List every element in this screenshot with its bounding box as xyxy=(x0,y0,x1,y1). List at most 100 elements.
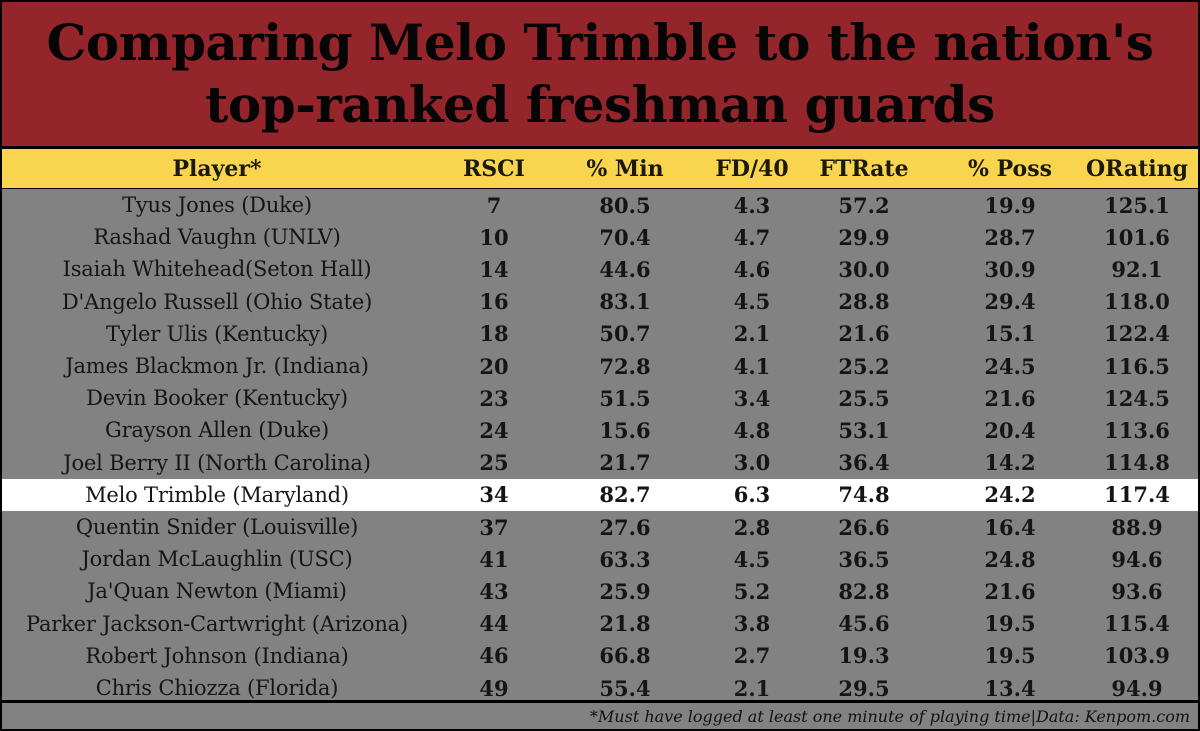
table-row: D'Angelo Russell (Ohio State) 16 83.1 4.5 28… xyxy=(2,286,1198,318)
cell-poss: 19.9 xyxy=(984,192,1036,218)
cell-poss: 29.4 xyxy=(984,289,1036,315)
table-row: Jordan McLaughlin (USC) 41 63.3 4.5 36.5 24.8… xyxy=(2,543,1198,575)
table-row: Devin Booker (Kentucky) 23 51.5 3.4 25.5 21.6… xyxy=(2,382,1198,414)
cell-min: 66.8 xyxy=(599,643,651,669)
cell-ftrate: 36.4 xyxy=(838,450,890,476)
cell-fd40: 3.4 xyxy=(733,385,771,411)
cell-player: Tyler Ulis (Kentucky) xyxy=(106,321,328,346)
cell-ftrate: 19.3 xyxy=(838,643,890,669)
cell-fd40: 4.8 xyxy=(733,417,771,443)
title-line-1: Comparing Melo Trimble to the nation's xyxy=(46,13,1154,72)
cell-poss: 28.7 xyxy=(984,224,1036,250)
cell-poss: 13.4 xyxy=(984,675,1036,701)
cell-min: 63.3 xyxy=(599,546,651,572)
cell-ftrate: 30.0 xyxy=(838,256,890,282)
title-banner: Comparing Melo Trimble to the nation's t… xyxy=(2,2,1198,146)
cell-poss: 20.4 xyxy=(984,417,1036,443)
header-rsci: RSCI xyxy=(463,155,525,182)
cell-ftrate: 21.6 xyxy=(838,321,890,347)
cell-fd40: 6.3 xyxy=(733,482,771,508)
cell-ftrate: 26.6 xyxy=(838,514,890,540)
cell-ftrate: 36.5 xyxy=(838,546,890,572)
cell-orating: 125.1 xyxy=(1104,192,1170,218)
cell-poss: 15.1 xyxy=(984,321,1036,347)
cell-rsci: 18 xyxy=(479,321,509,347)
cell-fd40: 5.2 xyxy=(733,578,771,604)
title-line-2: top-ranked freshman guards xyxy=(205,75,995,134)
cell-min: 82.7 xyxy=(599,482,651,508)
cell-orating: 103.9 xyxy=(1104,643,1170,669)
cell-player: Grayson Allen (Duke) xyxy=(105,418,329,443)
cell-rsci: 20 xyxy=(479,353,509,379)
cell-rsci: 37 xyxy=(479,514,509,540)
cell-fd40: 4.5 xyxy=(733,289,771,315)
cell-player: Robert Johnson (Indiana) xyxy=(85,643,349,668)
cell-poss: 14.2 xyxy=(984,450,1036,476)
cell-fd40: 2.7 xyxy=(733,643,771,669)
cell-ftrate: 57.2 xyxy=(838,192,890,218)
table-row: Chris Chiozza (Florida) 49 55.4 2.1 29.5 13.4… xyxy=(2,672,1198,704)
cell-player: Rashad Vaughn (UNLV) xyxy=(93,225,341,250)
table-row: Ja'Quan Newton (Miami) 43 25.9 5.2 82.8 21.6 9… xyxy=(2,575,1198,607)
cell-poss: 19.5 xyxy=(984,611,1036,637)
cell-rsci: 23 xyxy=(479,385,509,411)
cell-ftrate: 53.1 xyxy=(838,417,890,443)
cell-player: Parker Jackson-Cartwright (Arizona) xyxy=(25,611,408,636)
cell-ftrate: 82.8 xyxy=(838,578,890,604)
cell-poss: 21.6 xyxy=(984,578,1036,604)
footnote: *Must have logged at least one minute of… xyxy=(589,706,1190,726)
cell-player: Chris Chiozza (Florida) xyxy=(95,676,339,700)
cell-fd40: 2.1 xyxy=(733,321,771,347)
cell-player: Jordan McLaughlin (USC) xyxy=(81,547,353,572)
cell-min: 27.6 xyxy=(599,514,651,540)
cell-player: Melo Trimble (Maryland) xyxy=(85,482,349,507)
cell-poss: 30.9 xyxy=(984,256,1036,282)
table-row: Robert Johnson (Indiana) 46 66.8 2.7 19.3 19.… xyxy=(2,640,1198,672)
cell-rsci: 34 xyxy=(479,482,509,508)
table-body: Tyus Jones (Duke) 7 80.5 4.3 57.2 19.9 125.1 Ra… xyxy=(2,189,1198,701)
cell-orating: 124.5 xyxy=(1104,385,1170,411)
cell-ftrate: 25.5 xyxy=(838,385,890,411)
cell-rsci: 46 xyxy=(479,643,509,669)
cell-player: Joel Berry II (North Carolina) xyxy=(63,450,371,475)
cell-player: Isaiah Whitehead(Seton Hall) xyxy=(62,257,372,282)
cell-fd40: 3.0 xyxy=(733,450,771,476)
cell-fd40: 4.1 xyxy=(733,353,771,379)
cell-fd40: 2.1 xyxy=(733,675,771,701)
header-orating: ORating xyxy=(1085,155,1189,182)
header-min: % Min xyxy=(586,155,664,182)
cell-min: 83.1 xyxy=(599,289,651,315)
cell-player: Tyus Jones (Duke) xyxy=(122,193,312,217)
cell-fd40: 4.3 xyxy=(733,192,771,218)
cell-min: 21.8 xyxy=(599,611,651,637)
cell-orating: 88.9 xyxy=(1111,514,1163,540)
table-row: Isaiah Whitehead(Seton Hall) 14 44.6 4.6 30.… xyxy=(2,253,1198,285)
cell-orating: 114.8 xyxy=(1104,450,1170,476)
cell-orating: 94.9 xyxy=(1111,675,1163,701)
cell-min: 15.6 xyxy=(599,417,651,443)
cell-fd40: 4.6 xyxy=(733,256,771,282)
cell-poss: 24.5 xyxy=(984,353,1036,379)
table-row: Parker Jackson-Cartwright (Arizona) 44 21.… xyxy=(2,608,1198,640)
cell-min: 50.7 xyxy=(599,321,651,347)
cell-ftrate: 74.8 xyxy=(838,482,890,508)
cell-orating: 117.4 xyxy=(1104,482,1170,508)
header-ftrate: FTRate xyxy=(819,155,909,182)
table-row: Tyler Ulis (Kentucky) 18 50.7 2.1 21.6 15.1 12… xyxy=(2,318,1198,350)
table-row: Rashad Vaughn (UNLV) 10 70.4 4.7 29.9 28.7 101… xyxy=(2,221,1198,253)
header-player: Player* xyxy=(172,155,262,182)
cell-rsci: 41 xyxy=(479,546,509,572)
cell-rsci: 10 xyxy=(479,224,509,250)
cell-ftrate: 28.8 xyxy=(838,289,890,315)
cell-rsci: 14 xyxy=(479,256,509,282)
cell-rsci: 7 xyxy=(486,192,502,218)
cell-min: 55.4 xyxy=(599,675,651,701)
cell-min: 80.5 xyxy=(599,192,651,218)
cell-ftrate: 29.5 xyxy=(838,675,890,701)
cell-fd40: 4.5 xyxy=(733,546,771,572)
cell-orating: 94.6 xyxy=(1111,546,1163,572)
cell-rsci: 49 xyxy=(479,675,509,701)
cell-rsci: 24 xyxy=(479,417,509,443)
cell-player: James Blackmon Jr. (Indiana) xyxy=(65,354,369,378)
